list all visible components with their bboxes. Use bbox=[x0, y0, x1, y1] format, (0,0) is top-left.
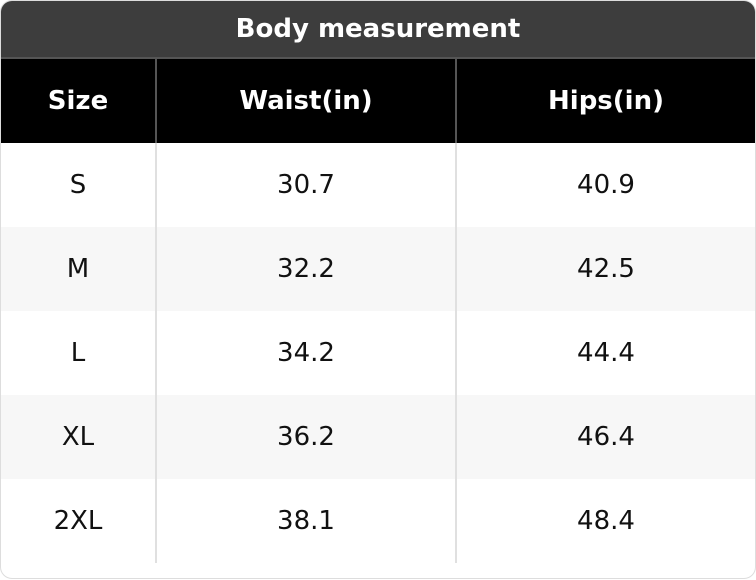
table-cell: 46.4 bbox=[456, 395, 755, 479]
table-cell: 48.4 bbox=[577, 506, 635, 536]
table-cell: 2XL bbox=[1, 479, 157, 563]
column-header: Waist(in) bbox=[156, 59, 457, 143]
table-cell: S bbox=[1, 143, 157, 227]
table-title: Body measurement bbox=[1, 1, 755, 59]
table-row: S 30.7 40.9 bbox=[1, 143, 755, 227]
table-row: XL 36.2 46.4 bbox=[1, 395, 755, 479]
table-cell: 42.5 bbox=[456, 227, 755, 311]
table-cell: 40.9 bbox=[577, 170, 635, 200]
table-cell: 34.2 bbox=[156, 311, 457, 395]
table-cell: 38.1 bbox=[156, 479, 457, 563]
table-row: 2XL 38.1 48.4 bbox=[1, 479, 755, 563]
table-cell: XL bbox=[1, 395, 157, 479]
column-header: Size bbox=[1, 59, 157, 143]
table-cell: 36.2 bbox=[156, 395, 457, 479]
column-header: Hips(in) bbox=[456, 59, 755, 143]
table-row: M 32.2 42.5 bbox=[1, 227, 755, 311]
table-cell: 44.4 bbox=[577, 338, 635, 368]
table-body: S 30.7 40.9 M 32.2 42.5 L 34.2 44.4 XL 36.2 46.4 2XL… bbox=[1, 143, 755, 563]
table: Size Waist(in) Hips(in) S 30.7 40.9 M 32.2 42.5… bbox=[1, 59, 755, 563]
table-cell: 30.7 bbox=[156, 143, 457, 227]
table-cell: M bbox=[1, 227, 157, 311]
table-cell: L bbox=[1, 311, 157, 395]
table-row: L 34.2 44.4 bbox=[1, 311, 755, 395]
table-cell: 32.2 bbox=[156, 227, 457, 311]
header-row: Size Waist(in) Hips(in) bbox=[1, 59, 755, 143]
